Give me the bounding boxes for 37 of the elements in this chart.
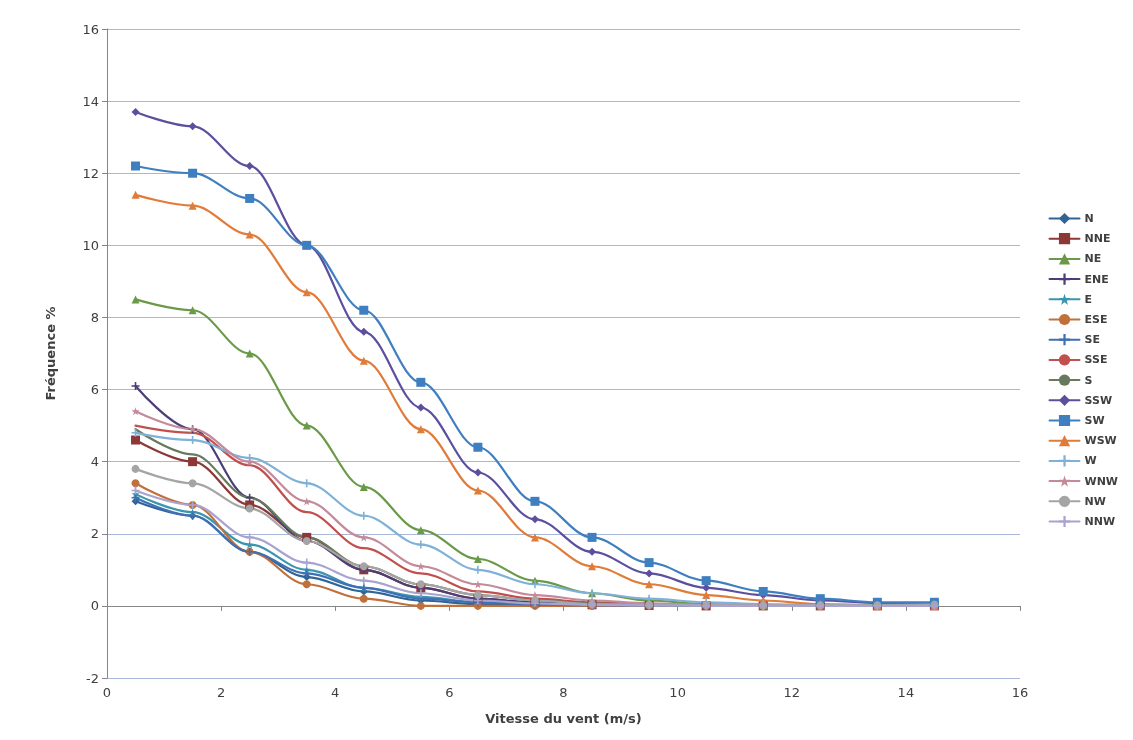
y-tick-label: 8 (90, 309, 99, 325)
y-tick-label: 14 (82, 93, 99, 109)
x-tick-label: 16 (1011, 685, 1029, 700)
y-tick-label: 10 (82, 237, 99, 253)
y-axis-title: Fréquence % (43, 306, 58, 401)
y-tick-label: 2 (90, 526, 99, 542)
legend-label: SW (1084, 414, 1105, 427)
y-tick-label: 16 (82, 21, 99, 37)
y-tick-label: 12 (82, 165, 99, 181)
legend-label: ENE (1084, 272, 1109, 286)
legend-label: ESE (1084, 313, 1108, 326)
legend-label: E (1084, 292, 1093, 306)
legend-label: WNW (1084, 474, 1119, 488)
legend-label: SSW (1084, 393, 1113, 407)
y-tick-label: 4 (90, 454, 99, 470)
x-tick-label: 14 (897, 685, 915, 700)
legend-label: W (1084, 454, 1097, 468)
legend-label: SSE (1084, 353, 1108, 367)
legend-label: NNE (1084, 232, 1111, 246)
x-tick-label: 6 (445, 685, 454, 700)
x-tick-label: 4 (331, 685, 340, 700)
y-tick-label: 0 (90, 598, 99, 614)
x-tick-label: 10 (669, 685, 686, 700)
legend-label: NNW (1084, 515, 1116, 528)
legend-label: NE (1084, 252, 1102, 266)
legend-label: WSW (1084, 434, 1117, 448)
x-tick-label: 2 (216, 685, 226, 700)
x-tick-label: 8 (559, 685, 568, 700)
y-tick-label: 6 (90, 382, 99, 398)
y-tick-label: -2 (86, 670, 99, 686)
legend-label: S (1084, 373, 1093, 387)
x-tick-label: 0 (102, 685, 112, 700)
x-tick-label: 12 (783, 685, 801, 700)
legend-label: SE (1084, 333, 1100, 347)
x-axis-title: Vitesse du vent (m/s) (485, 711, 642, 726)
legend-label: NW (1084, 494, 1106, 508)
legend-label: N (1084, 212, 1094, 225)
